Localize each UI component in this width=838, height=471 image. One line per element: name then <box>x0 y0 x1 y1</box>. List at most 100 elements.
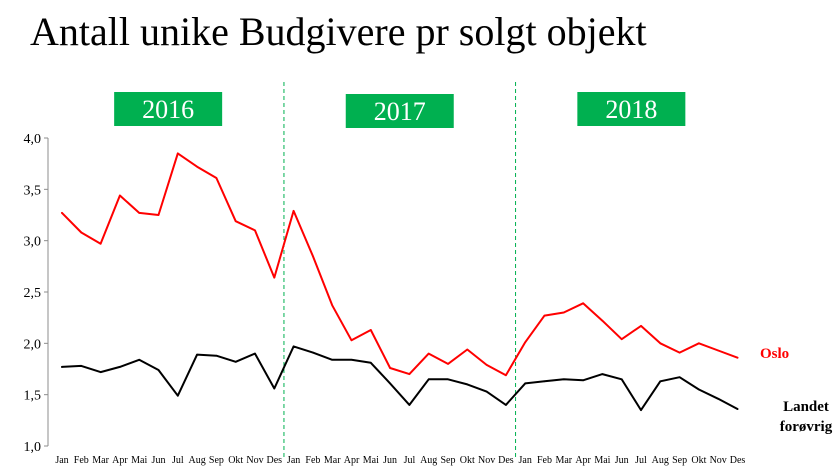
data-point <box>601 319 604 322</box>
axes <box>44 137 49 447</box>
data-point <box>447 378 449 381</box>
x-tick-labels: Jan Feb Mar Apr Mai Jun Jul Aug Sep Okt Nov Des Jan F… <box>55 455 745 466</box>
x-tick-label: Jul <box>635 455 647 466</box>
x-tick-label: Aug <box>420 455 437 466</box>
data-point <box>601 373 604 375</box>
data-point <box>215 354 218 357</box>
data-point <box>370 362 372 364</box>
x-tick-label: Okt <box>228 455 243 466</box>
x-tick-label: Des <box>267 455 283 466</box>
data-point <box>640 325 642 327</box>
series-label-line: forøvrig <box>780 419 833 435</box>
x-tick-label: Jun <box>383 455 397 466</box>
series-line-oslo <box>61 152 739 377</box>
data-point <box>350 339 353 342</box>
x-tick-label: Jun <box>615 455 629 466</box>
x-tick-label: Sep <box>441 455 456 466</box>
year-box-label: 2018 <box>605 95 657 124</box>
data-point <box>582 379 584 382</box>
data-point <box>80 231 83 234</box>
data-point <box>543 380 546 383</box>
data-point <box>408 373 411 375</box>
data-point <box>331 304 334 307</box>
data-point <box>505 404 507 406</box>
y-tick-label: 3,0 <box>24 235 42 250</box>
data-point <box>273 387 276 390</box>
x-tick-label: Jan <box>287 455 300 466</box>
year-box-label: 2016 <box>142 95 194 124</box>
y-tick-label: 2,5 <box>24 286 42 301</box>
x-tick-label: Feb <box>305 455 320 466</box>
year-box <box>345 94 454 128</box>
data-point <box>177 394 179 397</box>
data-point <box>427 352 430 355</box>
y-tick-labels: 1,0 1,5 2,0 2,5 3,0 3,5 4,0 <box>24 132 42 455</box>
chart-title: Antall unike Budgivere pr solgt objekt <box>30 9 647 54</box>
x-tick-label: Mai <box>594 455 610 466</box>
x-tick-label: Aug <box>188 455 205 466</box>
data-point <box>61 212 63 214</box>
x-tick-label: Mai <box>363 455 379 466</box>
data-point <box>234 361 237 363</box>
y-tick-label: 1,0 <box>24 440 42 455</box>
series-label-landet: Landet forøvrig <box>780 399 833 435</box>
data-point <box>99 371 102 373</box>
x-tick-label: Jul <box>172 455 184 466</box>
data-point <box>370 329 372 331</box>
x-tick-label: Jul <box>404 455 416 466</box>
x-tick-label: Apr <box>112 455 128 466</box>
data-point <box>640 409 642 411</box>
year-box <box>114 92 223 126</box>
data-point <box>157 214 160 216</box>
data-point <box>177 152 179 155</box>
series-line-landet <box>61 345 739 412</box>
x-tick-label: Nov <box>478 455 495 466</box>
x-tick-label: Aug <box>652 455 669 466</box>
x-tick-label: Nov <box>246 455 263 466</box>
y-tick-label: 2,0 <box>24 337 42 352</box>
data-point <box>427 378 430 381</box>
x-tick-label: Okt <box>691 455 706 466</box>
data-point <box>157 369 160 371</box>
data-point <box>196 353 198 356</box>
data-point <box>119 366 121 368</box>
x-tick-label: Okt <box>460 455 475 466</box>
data-point <box>350 358 353 361</box>
data-point <box>80 365 83 367</box>
y-tick-label: 3,5 <box>24 183 42 198</box>
x-tick-label: Sep <box>209 455 224 466</box>
data-point <box>138 358 140 361</box>
x-tick-label: Jan <box>55 455 68 466</box>
data-point <box>61 366 63 368</box>
data-point <box>659 342 662 345</box>
data-point <box>196 165 198 168</box>
data-point <box>408 404 411 406</box>
series-lines <box>61 152 739 412</box>
data-point <box>119 194 121 197</box>
data-point <box>389 382 391 385</box>
data-point <box>524 382 526 385</box>
data-point <box>717 349 719 352</box>
x-tick-label: Mai <box>131 455 147 466</box>
data-point <box>563 311 565 314</box>
data-point <box>254 229 256 232</box>
data-point <box>505 374 507 376</box>
x-tick-label: Des <box>498 455 514 466</box>
data-point <box>620 338 623 341</box>
series-label-oslo: Oslo <box>760 346 789 362</box>
data-point <box>736 408 739 410</box>
x-tick-label: Mar <box>92 455 109 466</box>
data-point <box>273 276 276 279</box>
year-boxes: 2016 2017 2018 <box>114 92 686 128</box>
data-point <box>485 390 488 393</box>
data-point <box>447 363 449 365</box>
data-point <box>466 348 469 351</box>
data-point <box>563 378 565 381</box>
x-tick-label: Jun <box>152 455 166 466</box>
x-tick-label: Sep <box>672 455 687 466</box>
series-labels: Oslo Landet forøvrig <box>760 346 833 435</box>
x-tick-label: Mar <box>555 455 572 466</box>
data-point <box>620 378 623 381</box>
series-label-line: Landet <box>783 399 829 415</box>
